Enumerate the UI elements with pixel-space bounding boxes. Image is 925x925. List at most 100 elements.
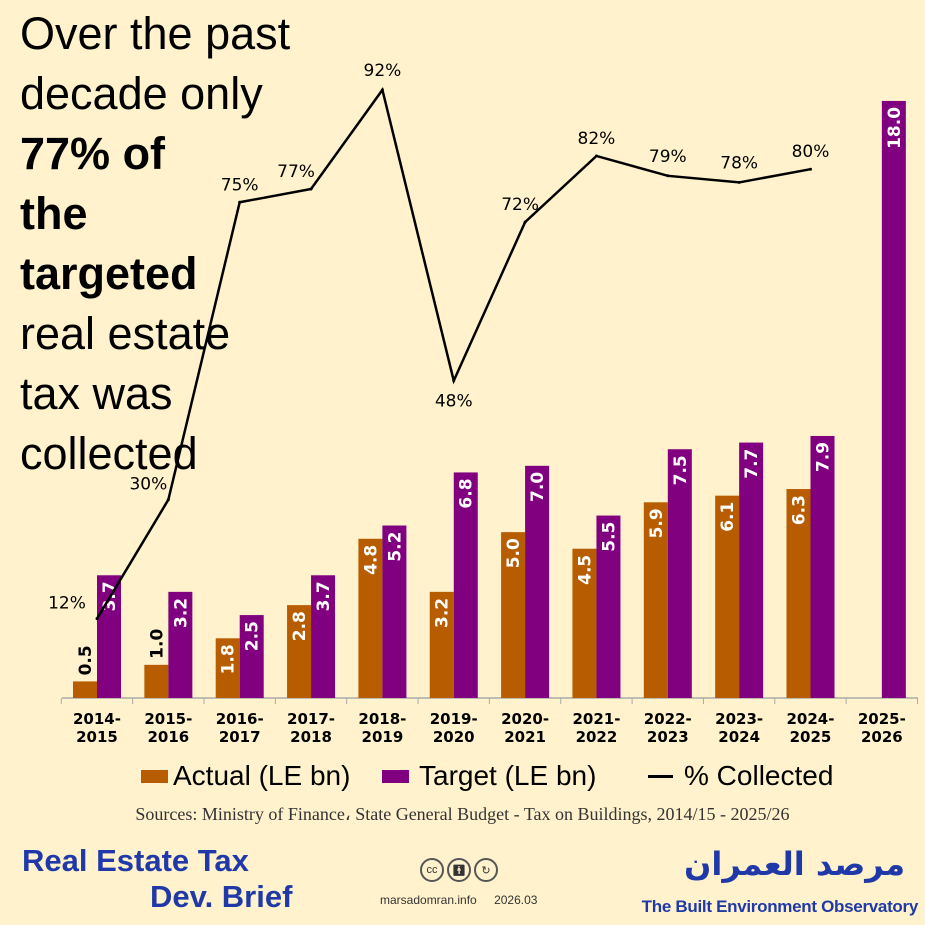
bar-value-label: 7.7 [742,449,762,479]
observatory-name: The Built Environment Observatory [641,897,919,916]
headline-line: real estate [20,308,231,359]
bar-value-label: 5.2 [385,532,405,562]
brief-title-line1: Real Estate Tax [22,843,249,878]
bar-value-label: 3.7 [314,581,334,611]
target-bar [382,525,407,698]
pct-point [737,180,741,184]
x-tick-label: 2022- [644,710,692,728]
x-tick-label: 2015- [144,710,192,728]
cc-icon: cc [420,858,444,882]
share-alike-icon: ↻ [474,858,498,882]
x-tick-label: 2025- [858,710,906,728]
actual-bar [429,591,454,698]
pct-label: 30% [129,475,167,495]
x-tick-label: 2015 [76,728,118,746]
pct-label: 78% [720,153,758,173]
bar-value-label: 5.5 [599,522,619,552]
headline-line: tax was [20,368,173,419]
x-tick-label: 2020- [501,710,549,728]
bar-value-label: 6.8 [457,478,477,508]
actual-bar [643,502,668,698]
actual-bar [501,532,526,698]
brief-title-line2: Dev. Brief [150,879,293,914]
headline: Over the past decade only 77% of the tar… [20,4,290,484]
brief-title: Real Estate Tax Dev. Brief [22,843,292,915]
x-tick-label: 2026 [861,728,903,746]
pct-point [238,200,242,204]
site-info: marsadomran.info 2026.03 [380,893,537,907]
legend-pct-line [648,775,673,778]
pct-label: 12% [48,594,86,614]
x-tick-label: 2025 [790,728,832,746]
x-tick-label: 2023- [715,710,763,728]
pct-label: 82% [578,129,616,149]
headline-line: Over the past [20,8,291,59]
bar-value-label: 5.0 [504,538,524,568]
target-bar [810,435,835,698]
site-url[interactable]: marsadomran.info [380,893,477,907]
x-tick-label: 2024 [718,728,760,746]
target-bar [596,515,621,698]
x-tick-label: 2019- [430,710,478,728]
pct-point [523,220,527,224]
creative-commons-icons: cc 🚹︎ ↻ [420,858,498,882]
target-bar [239,615,264,698]
bar-value-label: 6.1 [718,502,738,532]
headline-line: targeted [20,248,198,299]
actual-bar [287,605,312,698]
sources-note: Sources: Ministry of Finance، State Gene… [135,804,790,824]
bar-value-label: 4.5 [575,555,595,585]
target-bar [525,465,550,698]
bar-value-label: 18.0 [885,107,905,149]
target-bar [311,575,336,698]
attribution-icon: 🚹︎ [447,858,471,882]
actual-bar [572,548,597,698]
legend-target-swatch [382,770,409,783]
actual-bar [144,664,169,698]
target-bar [168,591,193,698]
pct-point [594,154,598,158]
pct-label: 48% [435,392,473,412]
bar-value-label: 7.5 [671,455,691,485]
x-tick-label: 2017- [287,710,335,728]
pct-point [309,187,313,191]
target-bar [97,575,121,698]
bar-value-label: 2.5 [243,621,263,651]
x-tick-label: 2018- [358,710,406,728]
target-bar [453,472,478,698]
pct-label: 77% [277,162,315,182]
x-tick-label: 2023 [647,728,689,746]
bar-value-label: 1.0 [147,629,167,659]
pct-point [666,174,670,178]
pct-label: 80% [792,142,830,162]
bar-value-label: 4.8 [361,545,381,575]
target-bar [881,100,906,698]
pct-point [452,379,456,383]
target-bar [739,442,764,698]
bar-value-label: 7.0 [528,472,548,502]
pct-label: 72% [501,195,539,215]
pct-label: 75% [221,175,259,195]
x-tick-label: 2016- [216,710,264,728]
x-tick-label: 2014- [73,710,121,728]
headline-line: decade only [20,68,263,119]
target-bar [667,449,692,698]
x-tick-label: 2022 [576,728,618,746]
actual-bar [358,538,383,698]
x-tick-label: 2021 [504,728,546,746]
bar-value-label: 2.8 [290,611,310,641]
headline-line: the [20,188,88,239]
x-tick-label: 2018 [290,728,332,746]
bar-value-label: 1.8 [219,644,239,674]
actual-bar [715,495,740,698]
pct-point [380,88,384,92]
legend-actual-label: Actual (LE bn) [173,760,351,791]
arabic-logo: مرصد العمران [684,845,905,883]
bar-value-label: 3.2 [171,598,191,628]
x-tick-label: 2016 [147,728,189,746]
headline-line: 77% of [20,128,166,179]
pct-point [95,617,99,621]
bar-value-label: 7.9 [814,442,834,472]
actual-bar [215,638,240,698]
